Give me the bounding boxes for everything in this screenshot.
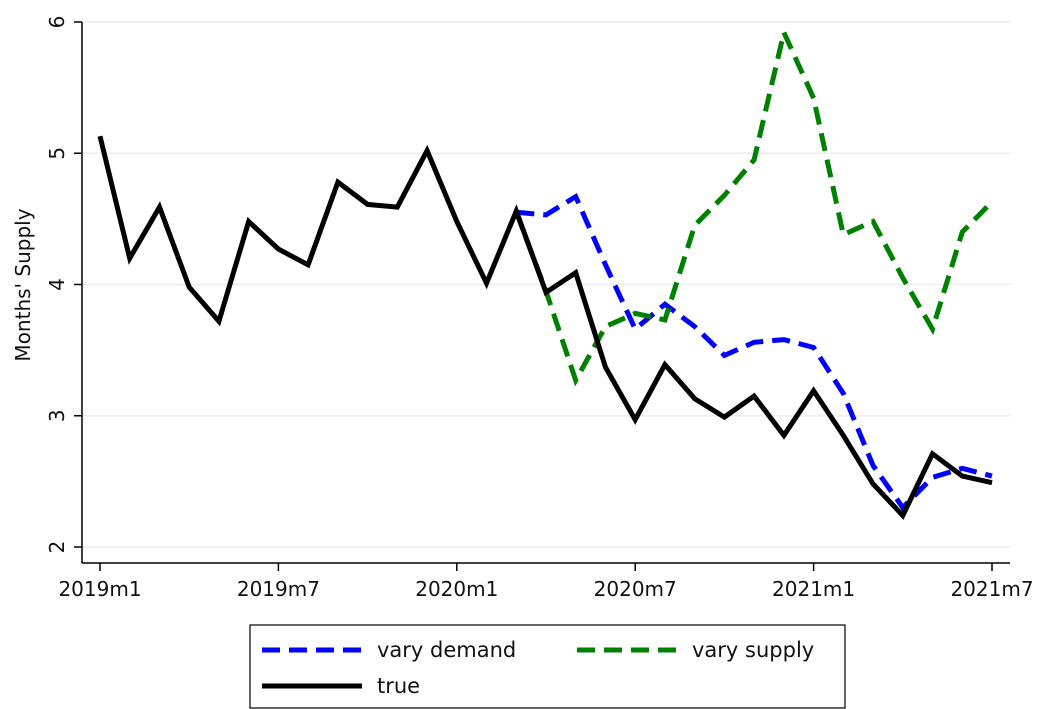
legend-label-true: true [377, 674, 420, 698]
x-tick-label-2020m1: 2020m1 [415, 577, 498, 601]
x-tick-label-2019m7: 2019m7 [237, 577, 320, 601]
legend-label-vary-demand: vary demand [377, 638, 516, 662]
legend: vary demand vary supply true [249, 624, 846, 709]
y-tick-label-5: 5 [45, 147, 69, 160]
y-tick-label-4: 4 [45, 278, 69, 291]
x-tick-label-2021m1: 2021m1 [772, 577, 855, 601]
series-lines [97, 24, 994, 520]
y-axis-title: Months' Supply [11, 208, 35, 361]
grid-lines [82, 21, 1010, 548]
x-tick-label-2021m7: 2021m7 [950, 577, 1033, 601]
series-line-vary-demand [516, 192, 993, 512]
legend-box [249, 624, 846, 709]
y-tick-label-6: 6 [45, 16, 69, 29]
series-line-true [97, 135, 993, 520]
legend-label-vary-supply: vary supply [692, 638, 814, 662]
y-tick-label-3: 3 [45, 409, 69, 422]
x-tick-label-2019m1: 2019m1 [58, 577, 141, 601]
axes [81, 22, 1010, 564]
series-line-vary-supply [513, 24, 994, 387]
x-axis-ticks: 2019m1 2019m7 2020m1 2020m7 2021m1 2021m7 [58, 563, 1034, 601]
y-axis-ticks: 2 3 4 5 6 [45, 16, 82, 554]
y-tick-label-2: 2 [45, 541, 69, 554]
x-tick-label-2020m7: 2020m7 [594, 577, 677, 601]
